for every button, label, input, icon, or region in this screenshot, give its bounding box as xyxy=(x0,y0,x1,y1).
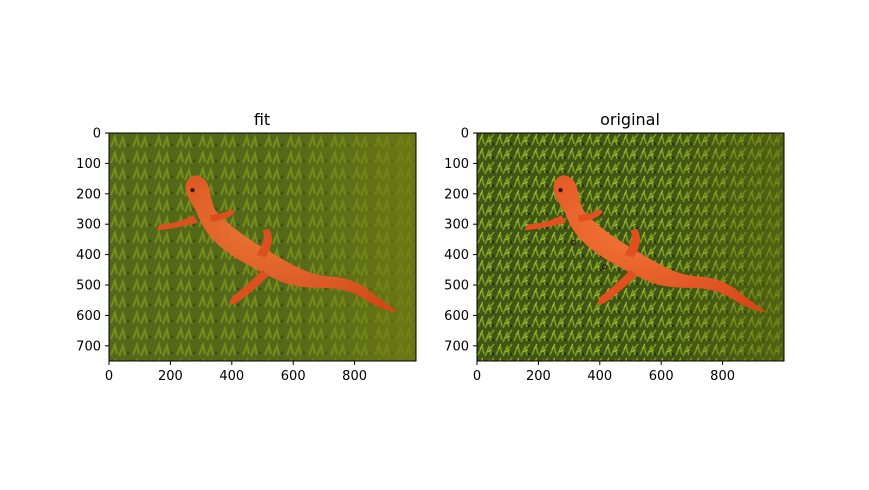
y-tick-label: 0 xyxy=(93,127,101,142)
y-tick-label: 100 xyxy=(76,157,101,172)
image-fit xyxy=(109,133,416,361)
axes-frame-fit xyxy=(108,132,417,362)
x-tick-label: 400 xyxy=(219,369,244,384)
axes-title-fit: fit xyxy=(254,110,270,129)
y-tick-label: 200 xyxy=(444,187,469,202)
x-tick-label: 800 xyxy=(342,369,367,384)
image-original xyxy=(477,133,784,361)
y-tick-label: 700 xyxy=(76,339,101,354)
y-ticks-fit: 0 100 200 300 400 500 600 700 xyxy=(76,127,109,354)
x-tick-label: 600 xyxy=(649,369,674,384)
y-tick-label: 600 xyxy=(76,309,101,324)
x-tick-label: 0 xyxy=(105,369,113,384)
y-tick-label: 300 xyxy=(444,218,469,233)
y-tick-label: 400 xyxy=(76,248,101,263)
x-tick-label: 600 xyxy=(281,369,306,384)
axes-frame-original xyxy=(476,132,785,362)
x-tick-label: 400 xyxy=(587,369,612,384)
x-tick-label: 200 xyxy=(158,369,183,384)
x-ticks-fit: 0 200 400 600 800 xyxy=(105,361,367,384)
y-tick-label: 500 xyxy=(444,279,469,294)
y-tick-label: 300 xyxy=(76,218,101,233)
y-tick-label: 100 xyxy=(444,157,469,172)
axes-title-original: original xyxy=(600,110,660,129)
x-ticks-original: 0 200 400 600 800 xyxy=(473,361,735,384)
y-tick-label: 700 xyxy=(444,339,469,354)
y-tick-label: 600 xyxy=(444,309,469,324)
y-tick-label: 400 xyxy=(444,248,469,263)
y-tick-label: 500 xyxy=(76,279,101,294)
x-tick-label: 0 xyxy=(473,369,481,384)
y-ticks-original: 0 100 200 300 400 500 600 700 xyxy=(444,127,477,354)
axes-fit: fit 0 200 400 600 800 0 100 200 300 400 500 600 700 xyxy=(76,110,417,384)
axes-original: original 0 200 400 600 800 0 100 200 300 400 500 6… xyxy=(444,110,785,384)
y-tick-label: 200 xyxy=(76,187,101,202)
y-tick-label: 0 xyxy=(461,127,469,142)
x-tick-label: 200 xyxy=(526,369,551,384)
x-tick-label: 800 xyxy=(710,369,735,384)
